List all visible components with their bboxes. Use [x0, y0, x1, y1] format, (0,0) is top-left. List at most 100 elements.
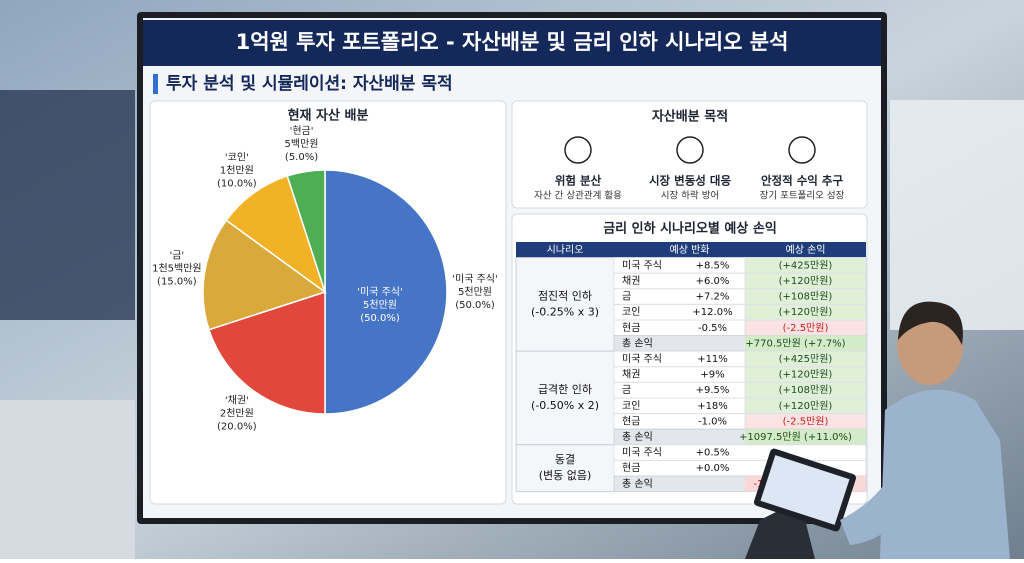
change-value: +7.2% [696, 292, 730, 303]
header-title: 1억원 투자 포트폴리오 - 자산배분 및 금리 인하 시나리오 분석 [236, 30, 789, 54]
person-body [880, 389, 1010, 559]
section-title: 투자 분석 및 시뮬레이션: 자산배분 목적 [166, 74, 453, 94]
change-value: +18% [697, 401, 728, 412]
scenario-condition: (변동 없음) [539, 469, 592, 482]
change-value: +12.0% [692, 307, 732, 318]
goal-title: 시장 변동성 대응 [649, 174, 731, 188]
pnl-value: (+425만원) [779, 259, 833, 271]
table-header-cell: 시나리오 [547, 244, 584, 256]
inner-amount: 5천만원 [363, 299, 397, 311]
goal-subtitle: 자산 간 상관관계 활용 [534, 190, 622, 202]
asset-name: 채권 [622, 369, 640, 381]
asset-name: 채권 [622, 275, 640, 287]
change-value: +9% [700, 370, 724, 381]
asset-name: 금 [622, 384, 631, 396]
scenario-cell [515, 444, 615, 493]
goals-panel [511, 100, 868, 209]
bg-screen [0, 90, 135, 320]
bg-screen [890, 100, 1024, 330]
slice-label: '채권' [225, 394, 249, 406]
slice-percent: (20.0%) [217, 421, 257, 432]
asset-name: 코인 [622, 400, 640, 412]
change-value: +9.5% [696, 385, 730, 396]
pnl-value: (+120만원) [779, 275, 833, 287]
header-bar [143, 20, 881, 66]
scenario-cell [515, 257, 615, 352]
asset-name: 현금 [622, 322, 640, 334]
slice-percent: (5.0%) [285, 152, 318, 163]
slice-amount: 1천만원 [220, 165, 254, 177]
scenario-condition: (-0.25% x 3) [531, 305, 599, 318]
goal-icon [564, 136, 592, 164]
pnl-value: (+120만원) [779, 400, 833, 412]
change-value: +0.5% [696, 448, 730, 459]
table-header-cell: 예상 반화 [670, 244, 710, 256]
asset-name: 현금 [622, 462, 640, 474]
total-label: 총 손익 [622, 431, 653, 443]
pnl-value: (+120만원) [779, 306, 833, 318]
table-header [516, 242, 866, 258]
pnl-value: (-2.5만원) [783, 415, 829, 427]
tablet-screen [760, 455, 850, 525]
pie-title: 현재 자산 배분 [288, 108, 369, 124]
pnl-value: (-2.5만원) [783, 322, 829, 334]
person-hair [898, 301, 963, 345]
change-value: +6.0% [696, 276, 730, 287]
change-value: -0.5% [698, 323, 727, 334]
person [745, 301, 1010, 559]
slice-percent: (15.0%) [157, 277, 197, 288]
pnl-value: (+425만원) [779, 353, 833, 365]
asset-name: 현금 [622, 415, 640, 427]
slice-percent: (10.0%) [217, 179, 257, 190]
person-arm [840, 460, 915, 545]
goal-icon [676, 136, 704, 164]
asset-name: 미국 주식 [622, 259, 662, 271]
slice-amount: 2천만원 [220, 407, 254, 419]
slice-label: '현금' [290, 125, 314, 137]
asset-name: 금 [622, 291, 631, 303]
pnl-value: (+120만원) [779, 369, 833, 381]
total-label: 총 손익 [622, 478, 653, 490]
slice-label: '코인' [225, 152, 249, 164]
scenario-name: 동결 [555, 453, 575, 466]
bg-desk [0, 400, 135, 559]
scenario-condition: (-0.50% x 2) [531, 399, 599, 412]
table-title: 금리 인하 시나리오별 예상 손익 [603, 221, 777, 237]
total-value: +1097.5만원 (+11.0%) [739, 431, 852, 443]
asset-name: 미국 주식 [622, 353, 662, 365]
slice-label: '미국 주식' [452, 273, 497, 285]
change-value: +8.5% [696, 260, 730, 271]
goal-title: 위험 분산 [555, 174, 602, 188]
scenario-cell [515, 350, 615, 446]
inner-percent: (50.0%) [360, 313, 400, 324]
pie-slice [202, 219, 327, 331]
change-value: +0.0% [696, 463, 730, 474]
goals-title: 자산배분 목적 [652, 109, 728, 125]
goal-icon [788, 136, 816, 164]
change-value: -1.0% [698, 416, 727, 427]
pie-slice [286, 169, 326, 293]
slice-amount: 5천만원 [458, 286, 492, 298]
table-header-cell: 예상 손익 [786, 244, 826, 256]
slice-amount: 5백만원 [285, 138, 319, 150]
pnl-value: (+108만원) [779, 384, 833, 396]
total-label: 총 손익 [622, 337, 653, 349]
total-value: +770.5만원 (+7.7%) [745, 337, 845, 349]
pnl-value: (+108만원) [779, 291, 833, 303]
pie-slice [208, 290, 326, 415]
total-cell [745, 429, 866, 445]
slice-percent: (50.0%) [455, 300, 495, 311]
slice-amount: 1천5백만원 [152, 263, 202, 275]
goal-subtitle: 장기 포트폴리오 성장 [760, 191, 845, 202]
pie-slice [324, 169, 448, 415]
total-cell [745, 335, 866, 352]
goal-subtitle: 시장 하락 방어 [661, 190, 719, 202]
asset-name: 미국 주식 [622, 447, 662, 459]
pie-slice [225, 175, 327, 294]
slice-label: '금' [169, 250, 184, 262]
inner-label: '미국 주식' [357, 286, 402, 298]
change-value: +11% [697, 354, 728, 365]
scenario-name: 급격한 인하 [538, 382, 592, 396]
